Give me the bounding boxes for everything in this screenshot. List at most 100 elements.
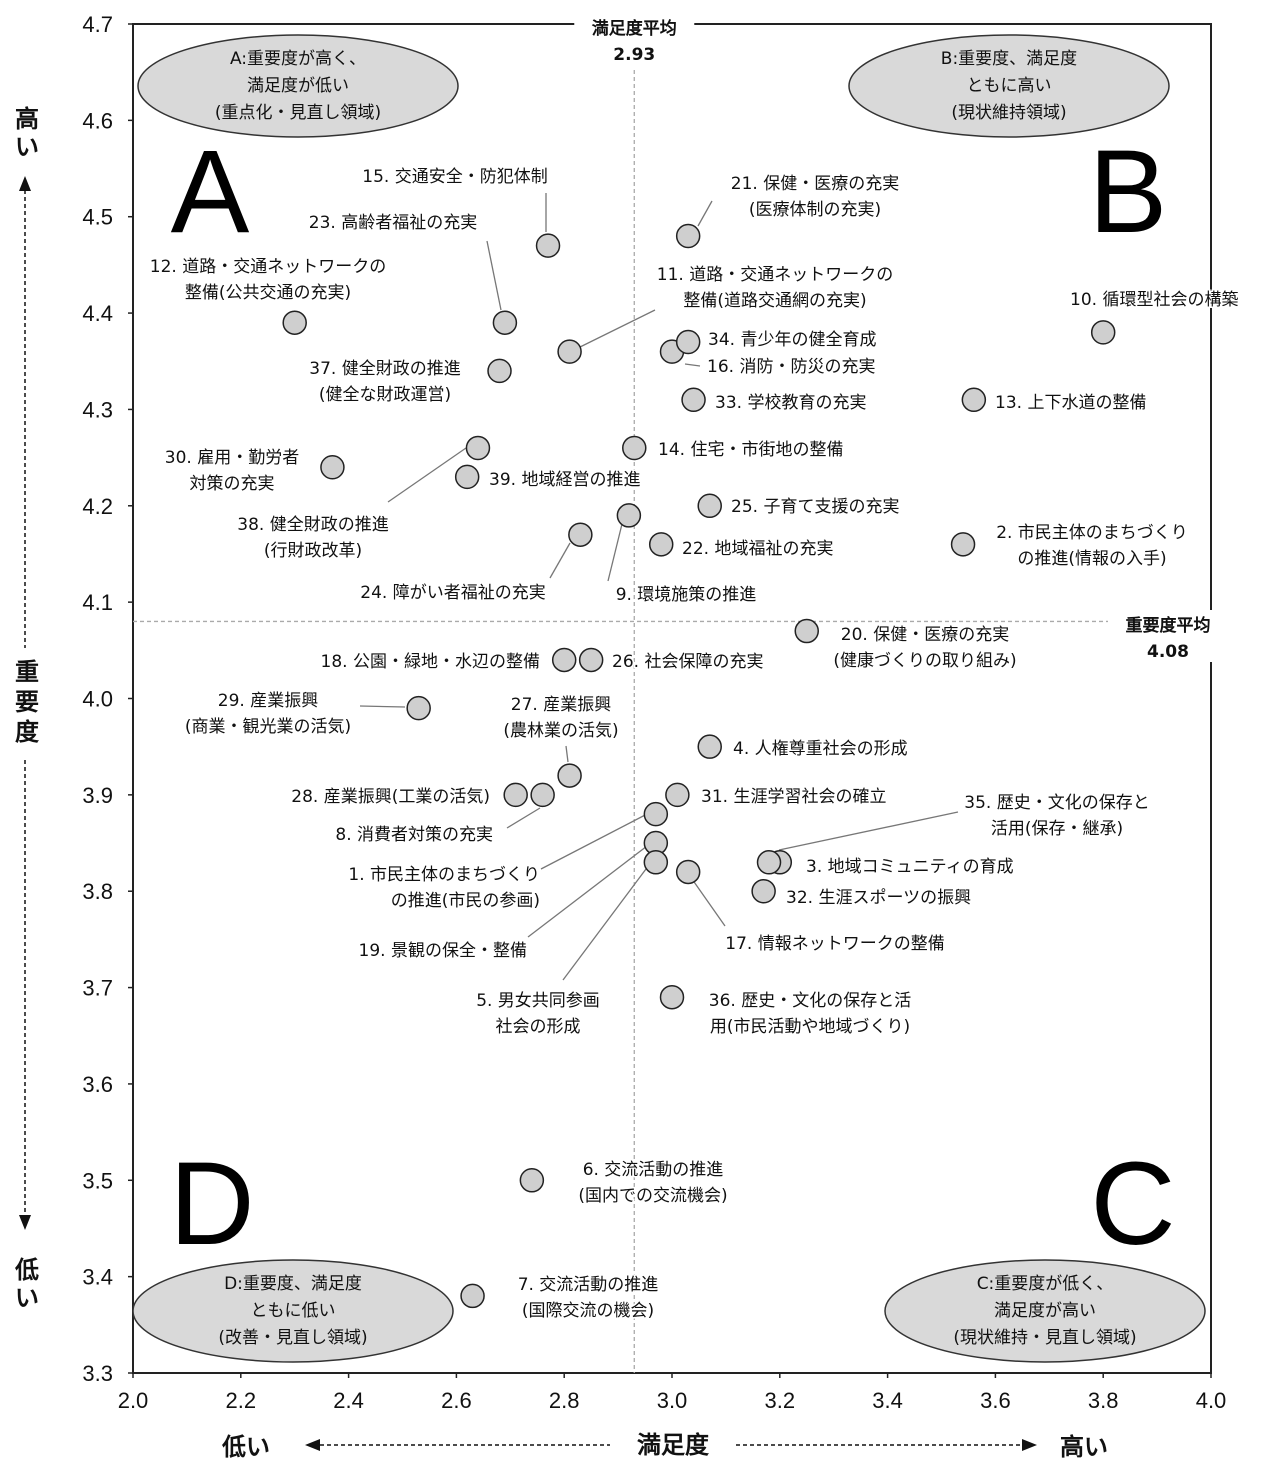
x-axis-label: 満足度 (637, 1431, 710, 1459)
point-label-27: 27. 産業振興 (農林業の活気) (502, 694, 620, 743)
point-label-text: 9. 環境施策の推進 (616, 585, 757, 605)
point-label-text: 11. 道路・交通ネットワークの (657, 265, 893, 285)
x-axis-low: 低い (221, 1433, 270, 1461)
y-tick-label: 4.5 (82, 205, 113, 230)
point-label-9: 9. 環境施策の推進 (614, 584, 758, 607)
avg-y-label-bg (1108, 610, 1228, 662)
point-label-text: 23. 高齢者福祉の充実 (309, 213, 477, 233)
leader-line (387, 447, 467, 503)
point-label-20: 20. 保健・医療の充実 (健康づくりの取り組み) (832, 624, 1018, 673)
quadrant-letter-c: C (1090, 1138, 1175, 1270)
point-label-text: 19. 景観の保全・整備 (359, 941, 527, 961)
data-point-10 (1090, 320, 1116, 345)
point-label-text: 4. 人権尊重社会の形成 (733, 739, 908, 759)
x-tick-label: 3.0 (657, 1388, 688, 1413)
data-point-2 (950, 532, 976, 557)
x-tick-label: 3.4 (872, 1388, 903, 1413)
y-tick-label: 3.9 (82, 783, 113, 808)
data-point-15 (535, 233, 561, 258)
point-label-18: 18. 公園・緑地・水辺の整備 (319, 651, 541, 674)
data-point-25 (697, 493, 722, 519)
data-point-17 (675, 859, 701, 885)
data-point-12 (282, 310, 307, 335)
quadrant-letter-d: D (169, 1138, 254, 1270)
point-label-text: 整備(道路交通網の充実) (683, 291, 866, 311)
quadrant-description-line: 満足度が高い (994, 1301, 1096, 1321)
data-point-21 (675, 223, 701, 249)
point-label-10: 10. 循環型社会の構築 (1069, 289, 1240, 312)
point-label-text: 27. 産業振興 (511, 695, 611, 715)
y-axis-label-char: 重 (15, 658, 39, 686)
leader-line (549, 542, 571, 579)
data-point-11 (557, 339, 582, 364)
point-label-text: 15. 交通安全・防犯体制 (362, 167, 547, 187)
point-label-19: 19. 景観の保全・整備 (357, 940, 528, 963)
point-label-text: 22. 地域福祉の充実 (682, 539, 833, 559)
y-tick-label: 4.2 (82, 494, 113, 519)
point-label-37: 37. 健全財政の推進 (健全な財政運営) (308, 358, 462, 407)
point-label-39: 39. 地域経営の推進 (488, 469, 642, 492)
quadrant-ellipse (132, 1259, 454, 1363)
point-label-text: (健康づくりの取り組み) (833, 651, 1016, 671)
point-label-14: 14. 住宅・市街地の整備 (657, 439, 845, 462)
leader-line (540, 811, 652, 870)
point-label-text: 活用(保存・継承) (991, 819, 1123, 839)
point-label-text: 38. 健全財政の推進 (237, 515, 388, 535)
y-tick-label: 4.3 (82, 397, 113, 422)
y-tick-label: 4.0 (82, 687, 113, 712)
data-point-36 (659, 984, 685, 1010)
leader-line (562, 868, 647, 981)
data-point-9 (616, 503, 642, 528)
point-label-22: 22. 地域福祉の充実 (681, 538, 835, 561)
x-tick-label: 3.8 (1088, 1388, 1119, 1413)
point-label-text: 29. 産業振興 (218, 691, 318, 711)
point-label-25: 25. 子育て支援の充実 (730, 496, 901, 519)
point-label-text: 整備(公共交通の充実) (185, 283, 351, 303)
y-tick-label: 4.1 (82, 590, 113, 615)
point-label-text: 12. 道路・交通ネットワークの (150, 257, 386, 277)
quadrant-description-line: (改善・見直し領域) (218, 1328, 367, 1348)
point-label-text: 用(市民活動や地域づくり) (710, 1017, 910, 1037)
point-label-text: の推進(市民の参画) (391, 891, 540, 911)
leader-line (684, 363, 701, 367)
point-label-text: (国際交流の機会) (522, 1301, 654, 1321)
data-point-4 (697, 734, 722, 759)
point-label-text: 2. 市民主体のまちづくり (996, 523, 1188, 543)
y-axis-label-char: 度 (15, 718, 40, 746)
x-tick-label: 2.8 (549, 1388, 580, 1413)
point-label-3: 3. 地域コミュニティの育成 (805, 856, 1016, 879)
data-point-37 (487, 358, 512, 384)
quadrant-box-a: A:重要度が高く、満足度が低い (重点化・見直し領域) (137, 34, 459, 138)
point-label-text: 32. 生涯スポーツの振興 (786, 888, 971, 908)
y-axis-low-char: 低 (14, 1256, 39, 1284)
y-axis-high-char: い (15, 133, 39, 161)
y-tick-label: 3.3 (82, 1361, 113, 1386)
x-arrow-left-head (305, 1439, 320, 1451)
point-label-text: (行財政改革) (264, 541, 362, 561)
y-tick-label: 4.4 (82, 301, 113, 326)
point-label-text: 30. 雇用・勤労者 (165, 448, 299, 468)
x-tick-label: 4.0 (1196, 1388, 1227, 1413)
point-label-text: 35. 歴史・文化の保存と (964, 793, 1149, 813)
x-tick-label: 3.6 (980, 1388, 1011, 1413)
y-axis-high-char: 高 (15, 105, 39, 133)
data-point-39 (454, 464, 480, 490)
point-label-text: (商業・観光業の活気) (185, 717, 351, 737)
quadrant-description-line: A:重要度が高く、 (230, 49, 366, 69)
point-label-text: 36. 歴史・文化の保存と活 (709, 991, 911, 1011)
point-label-34: 34. 青少年の健全育成 (707, 329, 878, 352)
point-label-23: 23. 高齢者福祉の充実 (307, 212, 478, 235)
data-point-33 (681, 387, 706, 413)
point-label-text: 26. 社会保障の充実 (612, 652, 763, 672)
point-label-text: 17. 情報ネットワークの整備 (725, 934, 944, 954)
point-label-text: 1. 市民主体のまちづくり (348, 865, 540, 885)
x-tick-label: 3.2 (765, 1388, 796, 1413)
quadrant-description-line: C:重要度が低く、 (977, 1274, 1114, 1294)
y-axis-low-char: い (15, 1284, 39, 1312)
